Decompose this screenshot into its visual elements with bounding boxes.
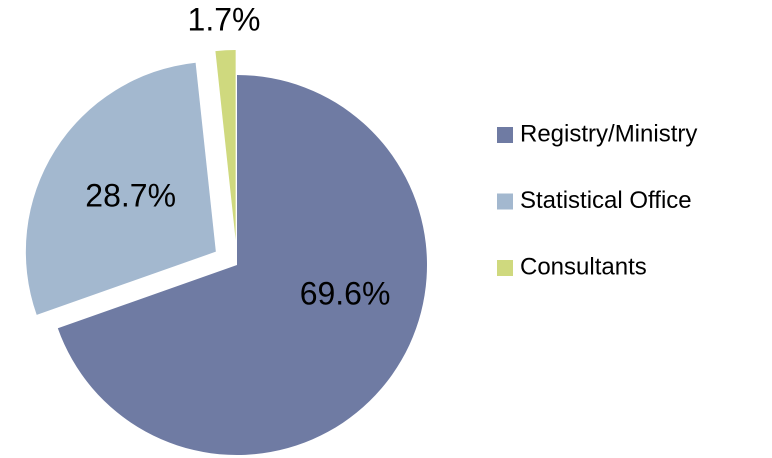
data-label: 69.6% bbox=[300, 275, 391, 311]
pie-slice bbox=[57, 75, 427, 455]
data-label: 28.7% bbox=[85, 177, 176, 213]
data-label: 1.7% bbox=[188, 1, 261, 37]
pie-slice bbox=[215, 50, 236, 241]
legend-swatch bbox=[497, 260, 513, 276]
legend-label: Consultants bbox=[520, 253, 647, 280]
pie-slice bbox=[25, 62, 216, 315]
legend-label: Registry/Ministry bbox=[520, 120, 697, 147]
legend-swatch bbox=[497, 127, 513, 143]
legend-swatch bbox=[497, 193, 513, 210]
legend-label: Statistical Office bbox=[520, 187, 692, 214]
